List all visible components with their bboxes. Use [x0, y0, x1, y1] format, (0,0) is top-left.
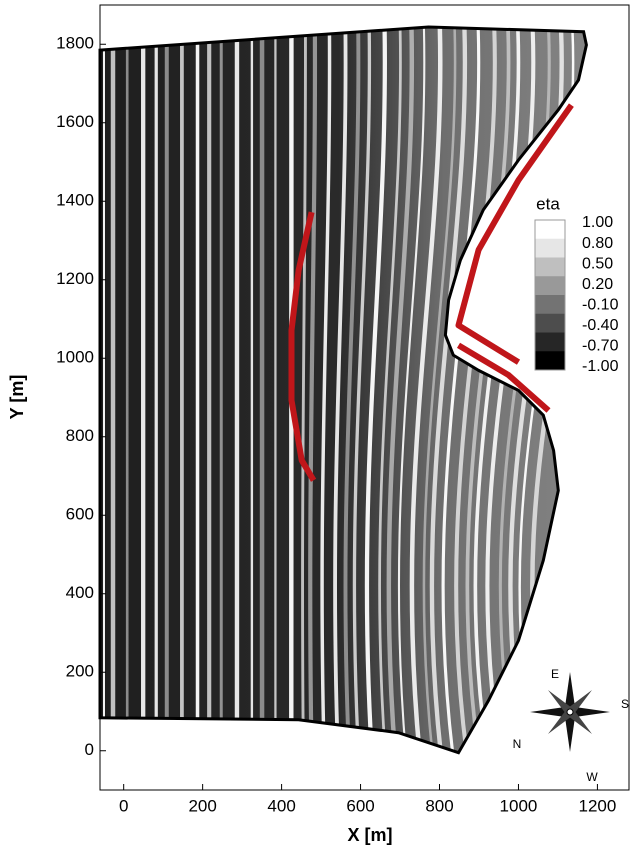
y-tick-label: 1400	[56, 191, 94, 210]
compass-label: E	[551, 667, 559, 681]
colorbar-swatch	[535, 220, 565, 239]
y-tick-label: 1600	[56, 112, 94, 131]
colorbar-label: 0.50	[582, 255, 613, 272]
colorbar-label: -0.10	[582, 297, 619, 314]
colorbar-swatch	[535, 333, 565, 352]
page: {"chart_data": { "type": "contour", "xla…	[0, 0, 630, 856]
x-tick-label: 1200	[579, 796, 617, 815]
y-tick-label: 1000	[56, 348, 94, 367]
colorbar-label: 0.20	[582, 276, 613, 293]
y-axis-title: Y [m]	[7, 375, 27, 420]
y-tick-label: 200	[66, 662, 94, 681]
compass-label: S	[621, 697, 629, 711]
x-tick-label: 1000	[500, 796, 538, 815]
chart: X [m] Y [m] 0 200 400 600 800 1000 1200 0 200 400…	[0, 0, 630, 856]
colorbar-label: -1.00	[582, 358, 619, 375]
colorbar-swatch	[535, 258, 565, 277]
x-tick-label: 400	[267, 796, 295, 815]
colorbar-swatch	[535, 351, 565, 370]
colorbar-label: 1.00	[582, 214, 613, 231]
colorbar-label: -0.40	[582, 317, 619, 334]
colorbar-label: -0.70	[582, 338, 619, 355]
y-tick-label: 600	[66, 505, 94, 524]
x-tick-label: 600	[346, 796, 374, 815]
colorbar-swatch	[535, 276, 565, 295]
x-tick-label: 0	[119, 796, 128, 815]
y-tick-label: 1800	[56, 34, 94, 53]
compass-rose	[530, 672, 610, 752]
colorbar-swatch	[535, 295, 565, 314]
compass-label: N	[513, 737, 522, 751]
y-tick-label: 0	[85, 740, 94, 759]
x-tick-label: 200	[188, 796, 216, 815]
colorbar-label: 0.80	[582, 235, 613, 252]
colorbar-swatch	[535, 239, 565, 258]
x-axis-title: X [m]	[348, 825, 393, 845]
x-tick-label: 800	[425, 796, 453, 815]
y-tick-label: 800	[66, 426, 94, 445]
colorbar-title: eta	[536, 194, 560, 213]
y-tick-label: 400	[66, 583, 94, 602]
compass-label: W	[586, 770, 598, 784]
colorbar-swatch	[535, 314, 565, 333]
y-tick-label: 1200	[56, 269, 94, 288]
